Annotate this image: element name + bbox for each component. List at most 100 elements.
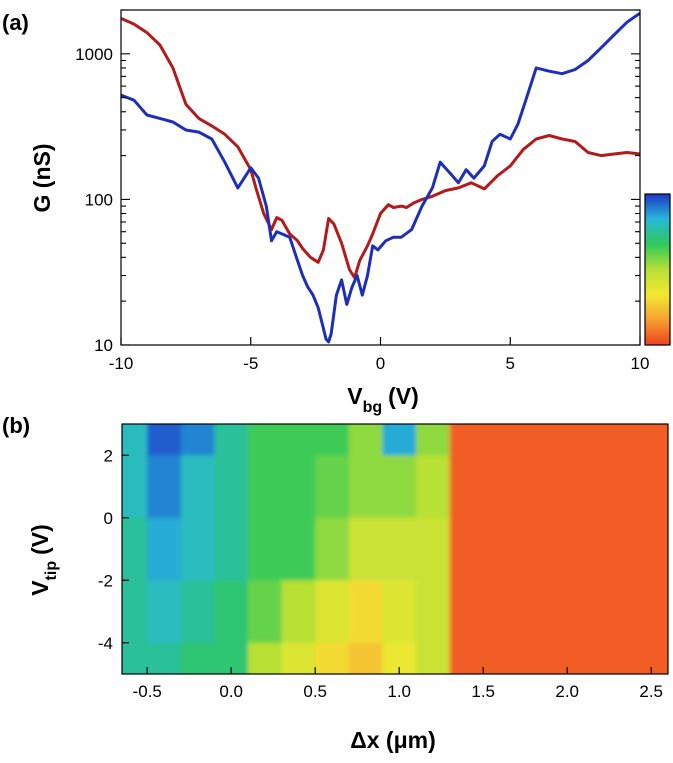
heatmap-cell: [416, 517, 451, 581]
heatmap-x-tick-label: -0.5: [133, 682, 162, 701]
heatmap-x-tick-label: 2.5: [639, 682, 663, 701]
heatmap-cell: [416, 642, 451, 674]
x-tick-label: 10: [631, 354, 650, 373]
heatmap-cell: [315, 517, 350, 581]
heatmap-cell: [147, 580, 182, 644]
heatmap-cell: [122, 642, 148, 674]
heatmap-cell: [550, 424, 585, 456]
heatmap-cell: [214, 424, 249, 456]
heatmap-cell: [122, 455, 148, 519]
heatmap-cell: [416, 424, 451, 456]
heatmap-cell: [651, 517, 668, 581]
series-line-2: [121, 11, 640, 344]
heatmap-cell: [449, 642, 484, 674]
heatmap-cell: [180, 642, 215, 674]
series-line-1: [121, 17, 640, 280]
heatmap-cell: [584, 642, 619, 674]
heatmap-x-tick-label: 1.5: [471, 682, 495, 701]
heatmap-cell: [516, 517, 551, 581]
heatmap-y-tick-label: 2: [104, 446, 113, 465]
heatmap-cell: [382, 455, 417, 519]
heatmap-cell: [483, 642, 518, 674]
heatmap-cell: [281, 642, 316, 674]
heatmap-cell: [516, 580, 551, 644]
heatmap-cell: [248, 642, 283, 674]
heatmap-cell: [147, 455, 182, 519]
heatmap-cell: [214, 455, 249, 519]
plot-frame: [120, 9, 641, 346]
heatmap-cell: [651, 424, 668, 456]
heatmap-cell: [348, 424, 383, 456]
heatmap-cell: [315, 424, 350, 456]
heatmap-cell: [584, 580, 619, 644]
heatmap-cell: [214, 517, 249, 581]
heatmap-x-tick-label: 0.0: [219, 682, 243, 701]
heatmap-cell: [147, 517, 182, 581]
heatmap-chart: -0.5 0.0 0.5 1.0 1.5 2.0 2.5 -4 -2 0 2 Vtip (V) Δx …: [27, 423, 669, 753]
heatmap-cell: [550, 455, 585, 519]
heatmap-cell: [483, 455, 518, 519]
heatmap-cell: [483, 517, 518, 581]
heatmap-cell: [382, 580, 417, 644]
heatmap-cell: [617, 517, 652, 581]
heatmap-cell: [617, 424, 652, 456]
heatmap-cell: [147, 424, 182, 456]
heatmap-y-axis-label: Vtip (V): [27, 524, 60, 596]
heatmap-cell: [315, 455, 350, 519]
heatmap-cell: [248, 580, 283, 644]
x-tick-label: 5: [506, 354, 515, 373]
x-axis-label-unit: (V): [388, 383, 419, 409]
heatmap-cell: [416, 580, 451, 644]
panel-a-label: (a): [2, 10, 29, 35]
heatmap-cell: [449, 424, 484, 456]
x-axis-label: Vbg (V): [347, 383, 419, 416]
heatmap-cell: [516, 424, 551, 456]
heatmap-cell: [382, 424, 417, 456]
heatmap-cell: [281, 455, 316, 519]
heatmap-x-tick-label: 2.0: [555, 682, 579, 701]
heatmap-cell: [550, 580, 585, 644]
heatmap-cell: [122, 424, 148, 456]
heatmap-cell: [315, 580, 350, 644]
heatmap-cell: [147, 642, 182, 674]
heatmap-cell: [449, 517, 484, 581]
colorbar: [644, 193, 671, 346]
heatmap-cell: [516, 642, 551, 674]
heatmap-cell: [584, 424, 619, 456]
heatmap-cell: [281, 424, 316, 456]
heatmap-cell: [281, 517, 316, 581]
x-tick-label: -5: [243, 354, 258, 373]
heatmap-cell: [214, 580, 249, 644]
heatmap-y-label-var: V: [27, 580, 53, 596]
heatmap-cell: [651, 455, 668, 519]
line-chart: -10 -5 0 5 10 10 100 1000 G (nS) Vbg (V): [29, 9, 671, 416]
heatmap-y-label-sub: tip: [43, 561, 60, 581]
heatmap-cell: [584, 517, 619, 581]
heatmap-cell: [584, 455, 619, 519]
heatmap-y-label-unit: (V): [27, 524, 53, 555]
heatmap-cell: [348, 642, 383, 674]
heatmap-cell: [315, 642, 350, 674]
heatmap-cell: [651, 580, 668, 644]
x-tick-label: -10: [109, 354, 134, 373]
y-tick-label: 1000: [75, 45, 113, 64]
heatmap-cell: [617, 580, 652, 644]
heatmap-cell: [416, 455, 451, 519]
heatmap-cell: [180, 580, 215, 644]
heatmap-cell: [516, 455, 551, 519]
heatmap-cell: [449, 580, 484, 644]
heatmap-cell: [617, 455, 652, 519]
y-axis-label: G (nS): [29, 144, 55, 213]
heatmap-cell: [483, 580, 518, 644]
heatmap-cell: [281, 580, 316, 644]
heatmap-x-tick-label: 1.0: [387, 682, 411, 701]
heatmap-cell: [651, 642, 668, 674]
heatmap-cell: [382, 517, 417, 581]
x-axis-label-var: V: [347, 383, 363, 409]
heatmap-cell: [348, 455, 383, 519]
heatmap-cell: [617, 642, 652, 674]
heatmap-y-tick-label: -4: [98, 634, 113, 653]
heatmap-cell: [248, 455, 283, 519]
heatmap-cell: [449, 455, 484, 519]
heatmap-cell: [348, 580, 383, 644]
